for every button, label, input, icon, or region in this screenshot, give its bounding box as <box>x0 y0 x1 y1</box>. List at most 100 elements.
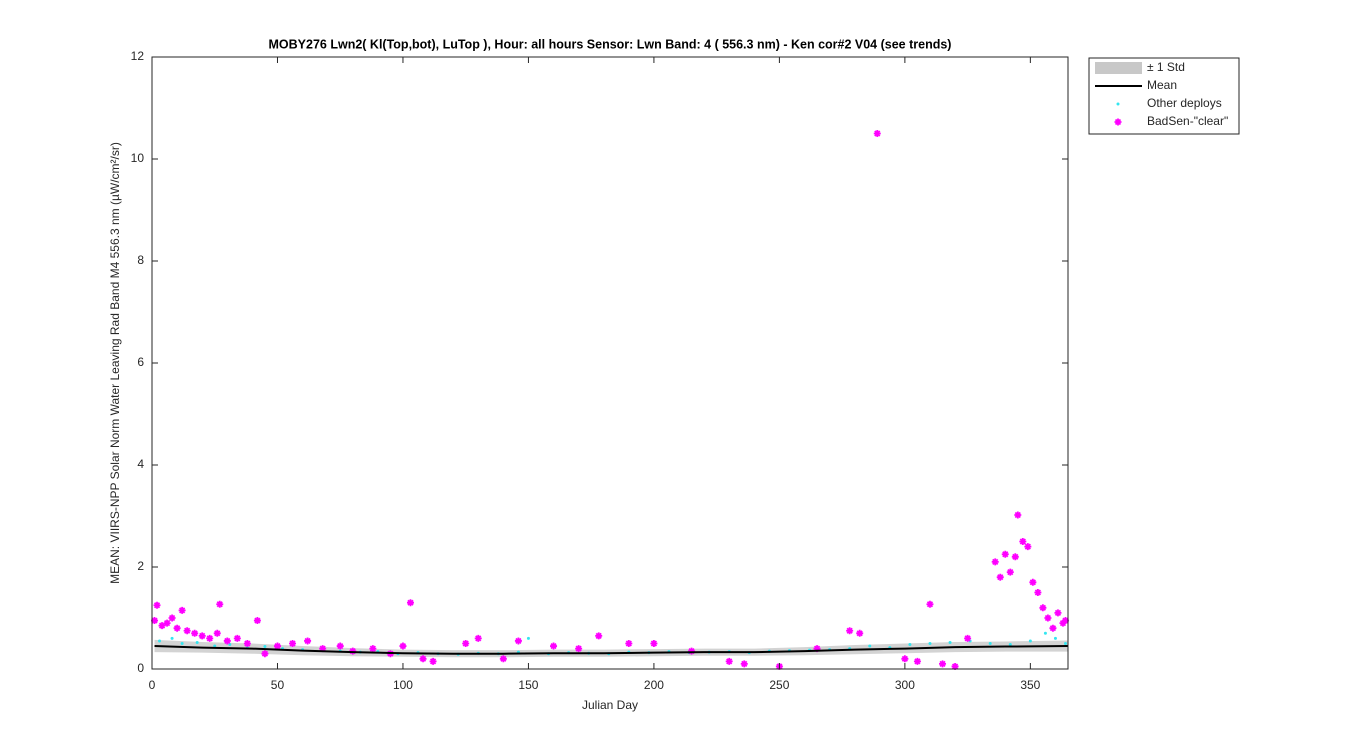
point <box>996 573 1004 581</box>
x-axis-label: Julian Day <box>582 698 638 712</box>
mean-line <box>154 645 1069 655</box>
point <box>289 640 297 647</box>
point <box>991 558 999 566</box>
y-tick-label: 8 <box>137 253 144 267</box>
point <box>1006 568 1014 576</box>
point <box>964 634 972 642</box>
point <box>625 640 633 647</box>
point <box>1049 624 1057 632</box>
point <box>908 643 912 647</box>
plot-area <box>152 57 1068 669</box>
x-tick-label: 150 <box>518 678 538 692</box>
x-tick-label: 50 <box>271 678 285 692</box>
point <box>153 601 161 609</box>
point <box>926 600 934 608</box>
legend-label: BadSen-"clear" <box>1147 114 1228 128</box>
point <box>1029 578 1037 586</box>
point <box>223 637 231 645</box>
point <box>725 657 733 665</box>
point <box>336 642 344 650</box>
point <box>216 600 224 608</box>
point <box>319 645 327 653</box>
point <box>406 599 414 607</box>
point <box>429 657 437 665</box>
x-tick-label: 250 <box>769 678 789 692</box>
point <box>1001 550 1009 558</box>
legend-swatch <box>1116 102 1120 106</box>
point <box>1034 589 1042 596</box>
point <box>913 657 921 665</box>
point <box>951 662 959 670</box>
point <box>399 642 407 650</box>
point <box>873 130 881 137</box>
legend-swatch <box>1095 62 1142 74</box>
legend-label: ± 1 Std <box>1147 60 1185 74</box>
y-tick-label: 0 <box>137 661 144 675</box>
y-axis-label: MEAN: VIIRS-NPP Solar Norm Water Leaving… <box>108 142 122 584</box>
point <box>183 627 191 635</box>
point <box>948 640 952 644</box>
point <box>868 644 872 648</box>
y-tick-label: 2 <box>137 559 144 573</box>
point <box>1024 543 1032 551</box>
chart-title: MOBY276 Lwn2( Kl(Top,bot), LuTop ), Hour… <box>269 37 952 51</box>
point <box>575 645 583 653</box>
x-tick-label: 200 <box>644 678 664 692</box>
point <box>928 642 932 645</box>
x-tick-label: 100 <box>393 678 413 692</box>
point <box>1063 642 1067 645</box>
point <box>1019 538 1027 545</box>
point <box>180 642 184 645</box>
point <box>650 640 658 647</box>
point <box>499 655 507 663</box>
point <box>419 655 427 663</box>
x-tick-label: 350 <box>1020 678 1040 692</box>
point <box>1008 643 1012 647</box>
point <box>273 642 281 650</box>
point <box>198 632 206 640</box>
point <box>158 622 166 630</box>
point <box>191 629 199 637</box>
point <box>474 634 482 642</box>
point <box>526 636 530 640</box>
point <box>1061 617 1069 625</box>
point <box>173 624 181 632</box>
point <box>462 640 470 647</box>
point <box>1043 631 1047 635</box>
y-tick-label: 4 <box>137 457 144 471</box>
point <box>1054 609 1062 617</box>
point <box>213 629 221 637</box>
point <box>514 637 522 645</box>
point <box>901 655 909 663</box>
point <box>846 627 854 635</box>
point <box>151 617 159 625</box>
point <box>233 634 241 642</box>
x-tick-label: 0 <box>149 678 156 692</box>
point <box>195 640 199 644</box>
point <box>253 617 261 625</box>
point <box>595 632 603 640</box>
point <box>688 647 696 655</box>
y-tick-label: 12 <box>131 49 145 63</box>
x-tick-label: 300 <box>895 678 915 692</box>
point <box>939 660 947 668</box>
point <box>178 606 186 614</box>
point <box>206 634 214 642</box>
point <box>1044 614 1052 622</box>
point <box>168 614 176 622</box>
point <box>213 644 217 648</box>
point <box>243 640 251 647</box>
y-tick-label: 6 <box>137 355 144 369</box>
legend-swatch <box>1114 118 1122 126</box>
point <box>1039 604 1047 612</box>
point <box>349 647 357 655</box>
point <box>170 636 174 640</box>
point <box>261 650 269 658</box>
point <box>304 637 312 645</box>
point <box>369 645 377 653</box>
point <box>1053 636 1057 640</box>
point <box>263 645 267 649</box>
legend-label: Other deploys <box>1147 96 1222 110</box>
point <box>740 660 748 668</box>
